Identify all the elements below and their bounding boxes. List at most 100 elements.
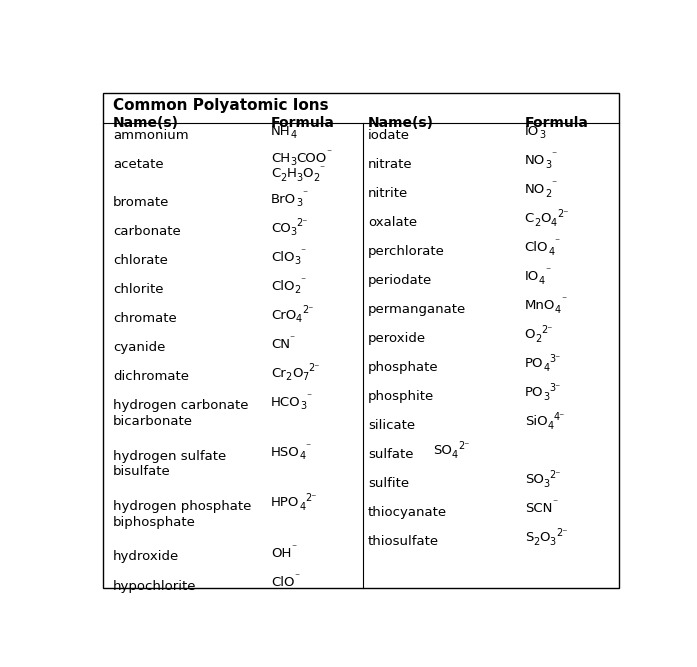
Text: C: C [271,167,280,180]
Text: O: O [292,367,302,380]
Text: 3: 3 [290,157,296,167]
Text: 2⁻: 2⁻ [297,218,308,228]
Text: 2: 2 [313,173,319,183]
Text: hydrogen carbonate
bicarbonate: hydrogen carbonate bicarbonate [113,400,249,428]
Text: nitrate: nitrate [368,158,413,171]
Text: 3: 3 [539,131,545,141]
Text: 4: 4 [291,131,296,141]
Text: permanganate: permanganate [368,303,466,316]
Text: ⁻: ⁻ [291,543,296,553]
Text: ⁻: ⁻ [302,189,307,199]
Text: 4: 4 [555,305,561,315]
Text: IO: IO [525,270,539,283]
Text: HPO: HPO [271,496,299,510]
Text: O: O [525,328,535,341]
Text: 4: 4 [452,450,458,460]
Text: 3: 3 [550,537,556,547]
Text: peroxide: peroxide [368,332,426,345]
Text: chlorite: chlorite [113,283,164,296]
Text: Cr: Cr [271,367,286,380]
Text: 4: 4 [551,217,557,227]
Text: hypochlorite: hypochlorite [113,580,197,592]
Text: ⁻: ⁻ [306,442,311,452]
Text: HSO: HSO [271,446,300,459]
Text: 2: 2 [533,537,539,547]
Text: chromate: chromate [113,312,177,325]
Text: phosphate: phosphate [368,361,438,374]
Text: 4⁻: 4⁻ [553,412,565,422]
Text: ⁻: ⁻ [545,267,550,277]
Text: chlorate: chlorate [113,254,168,267]
Text: sulfite: sulfite [368,477,409,490]
Text: 3: 3 [543,392,549,402]
Text: hydroxide: hydroxide [113,550,179,564]
Text: SCN: SCN [525,502,552,515]
Text: 3: 3 [300,401,307,411]
Text: Name(s): Name(s) [368,116,434,130]
Text: acetate: acetate [113,158,164,171]
Text: ⁻: ⁻ [554,237,560,247]
Text: ⁻: ⁻ [552,499,557,509]
Text: 2⁻: 2⁻ [302,305,314,315]
Text: ⁻: ⁻ [561,295,566,305]
Text: 2⁻: 2⁻ [550,470,561,480]
Text: H: H [286,167,296,180]
Text: BrO: BrO [271,193,296,205]
Text: cyanide: cyanide [113,342,165,354]
Text: 4: 4 [543,363,549,373]
Text: 4: 4 [548,247,554,257]
Text: oxalate: oxalate [368,216,417,229]
Text: thiocyanate: thiocyanate [368,506,447,519]
Text: ⁻: ⁻ [545,121,550,131]
Text: 4: 4 [299,502,305,512]
Text: nitrite: nitrite [368,187,408,200]
Text: 4: 4 [300,452,306,462]
Text: ⁻: ⁻ [294,572,300,582]
Text: SiO: SiO [525,415,547,428]
Text: CrO: CrO [271,309,296,321]
Text: 2⁻: 2⁻ [557,209,568,219]
Text: carbonate: carbonate [113,225,181,238]
Text: NO: NO [525,154,545,167]
Text: COO: COO [296,152,326,165]
Text: hydrogen sulfate
bisulfate: hydrogen sulfate bisulfate [113,450,227,478]
Text: 3⁻: 3⁻ [549,383,560,393]
Text: ⁺: ⁺ [296,121,302,131]
Text: ⁻: ⁻ [551,151,556,161]
Text: CN: CN [271,338,290,351]
Text: 3: 3 [544,479,550,489]
Text: S: S [525,531,533,544]
Text: O: O [302,167,313,180]
Text: C: C [525,212,534,225]
Text: ammonium: ammonium [113,129,189,142]
Text: 2⁻: 2⁻ [305,493,316,503]
Text: dichromate: dichromate [113,370,189,384]
Text: PO: PO [525,357,543,370]
Text: 2: 2 [286,372,292,382]
Text: ⁻: ⁻ [319,164,324,174]
Text: OH: OH [271,547,291,560]
Text: IO: IO [525,125,539,138]
Text: Common Polyatomic Ions: Common Polyatomic Ions [113,98,329,113]
Text: 7: 7 [302,372,309,382]
FancyBboxPatch shape [103,93,619,588]
Text: ClO: ClO [271,251,294,263]
Text: ⁻: ⁻ [300,247,305,257]
Text: 3⁻: 3⁻ [549,354,560,364]
Text: 3: 3 [294,256,300,266]
Text: bromate: bromate [113,196,169,209]
Text: 4: 4 [296,314,302,324]
Text: 3: 3 [545,159,551,169]
Text: iodate: iodate [368,129,410,142]
Text: perchlorate: perchlorate [368,245,445,258]
Text: NH: NH [271,125,291,138]
Text: 3: 3 [291,227,297,237]
Text: 2⁻: 2⁻ [458,441,469,451]
Text: phosphite: phosphite [368,390,434,403]
Text: HCO: HCO [271,396,300,409]
Text: O: O [539,531,550,544]
Text: 4: 4 [547,421,553,431]
Text: sulfate: sulfate [368,448,413,461]
Text: ⁻: ⁻ [300,276,306,286]
Text: periodate: periodate [368,274,432,287]
